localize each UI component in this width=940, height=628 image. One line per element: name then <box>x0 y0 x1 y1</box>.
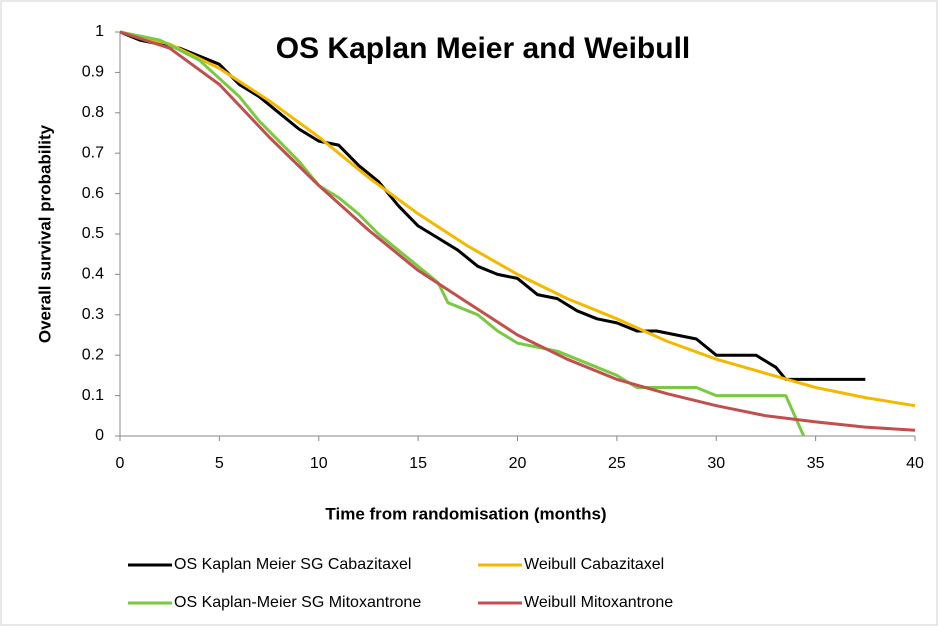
y-tick-label: 0.3 <box>82 306 104 323</box>
y-tick-label: 0.6 <box>82 185 104 202</box>
series-line <box>119 30 866 381</box>
legend-label: Weibull Mitoxantrone <box>524 594 673 611</box>
x-tick-label: 40 <box>906 455 924 472</box>
x-tick-label: 25 <box>608 455 626 472</box>
legend-label: Weibull Cabazitaxel <box>524 556 664 573</box>
x-tick-label: 30 <box>707 455 725 472</box>
x-tick-label: 35 <box>807 455 825 472</box>
y-tick-label: 0.4 <box>82 266 104 283</box>
y-tick-label: 0.5 <box>82 225 104 242</box>
y-tick-label: 0.2 <box>82 346 104 363</box>
chart-title: OS Kaplan Meier and Weibull <box>276 32 691 65</box>
y-tick-label: 0.8 <box>82 104 104 121</box>
y-axis-title: Overall survival probability <box>35 124 54 343</box>
y-tick-label: 0.7 <box>82 144 104 161</box>
x-axis-title: Time from randomisation (months) <box>325 504 606 523</box>
y-tick-label: 0.9 <box>82 64 104 81</box>
series-line <box>119 30 916 408</box>
x-tick-label: 10 <box>310 455 328 472</box>
x-tick-label: 0 <box>116 455 125 472</box>
x-tick-label: 15 <box>409 455 427 472</box>
x-tick-label: 20 <box>509 455 527 472</box>
y-tick-label: 0 <box>95 427 104 444</box>
legend-label: OS Kaplan Meier SG Cabazitaxel <box>174 556 411 573</box>
y-tick-label: 0.1 <box>82 387 104 404</box>
x-tick-label: 5 <box>215 455 224 472</box>
y-tick-label: 1 <box>95 23 104 40</box>
legend-label: OS Kaplan-Meier SG Mitoxantrone <box>174 594 421 611</box>
series-line <box>119 30 916 432</box>
